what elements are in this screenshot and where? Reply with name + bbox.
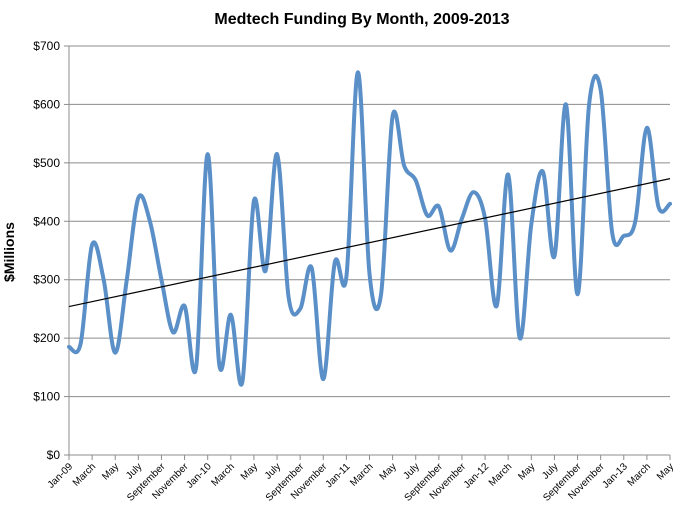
x-tick-label: Jan-13 xyxy=(600,461,630,491)
y-axis-label: $Millions xyxy=(1,222,17,282)
y-tick-label: $600 xyxy=(33,97,60,111)
x-tick-label: Jan-11 xyxy=(324,461,353,490)
series-line-funding xyxy=(67,70,672,387)
x-tick-label: May xyxy=(655,461,676,482)
x-tick-label: May xyxy=(239,461,260,482)
x-tick-label: March xyxy=(348,461,375,488)
x-tick-label: March xyxy=(626,461,653,488)
trendline-layer xyxy=(68,178,671,308)
y-axis-ticks: $0 $100 $200 $300 $400 $500 $600 $700 xyxy=(33,39,69,462)
x-tick-label: Jan-10 xyxy=(184,461,214,491)
y-tick-label: $0 xyxy=(47,448,61,462)
y-tick-label: $200 xyxy=(33,331,60,345)
x-tick-label: March xyxy=(487,461,514,488)
y-tick-label: $400 xyxy=(33,214,60,228)
y-tick-label: $500 xyxy=(33,156,60,170)
gridlines xyxy=(69,45,670,398)
x-tick-label: Jan-12 xyxy=(462,461,492,491)
series-layer xyxy=(67,70,672,387)
y-tick-label: $100 xyxy=(33,390,60,404)
axes xyxy=(68,46,670,456)
x-tick-label: May xyxy=(100,461,121,482)
x-tick-label: May xyxy=(516,461,537,482)
chart-title: Medtech Funding By Month, 2009-2013 xyxy=(214,11,509,28)
x-tick-label: May xyxy=(378,461,399,482)
trendline xyxy=(68,178,671,308)
x-tick-label: March xyxy=(71,461,98,488)
y-tick-label: $300 xyxy=(33,273,60,287)
x-tick-label: March xyxy=(209,461,236,488)
x-tick-label: Jan-09 xyxy=(46,461,76,491)
y-tick-label: $700 xyxy=(33,39,60,53)
